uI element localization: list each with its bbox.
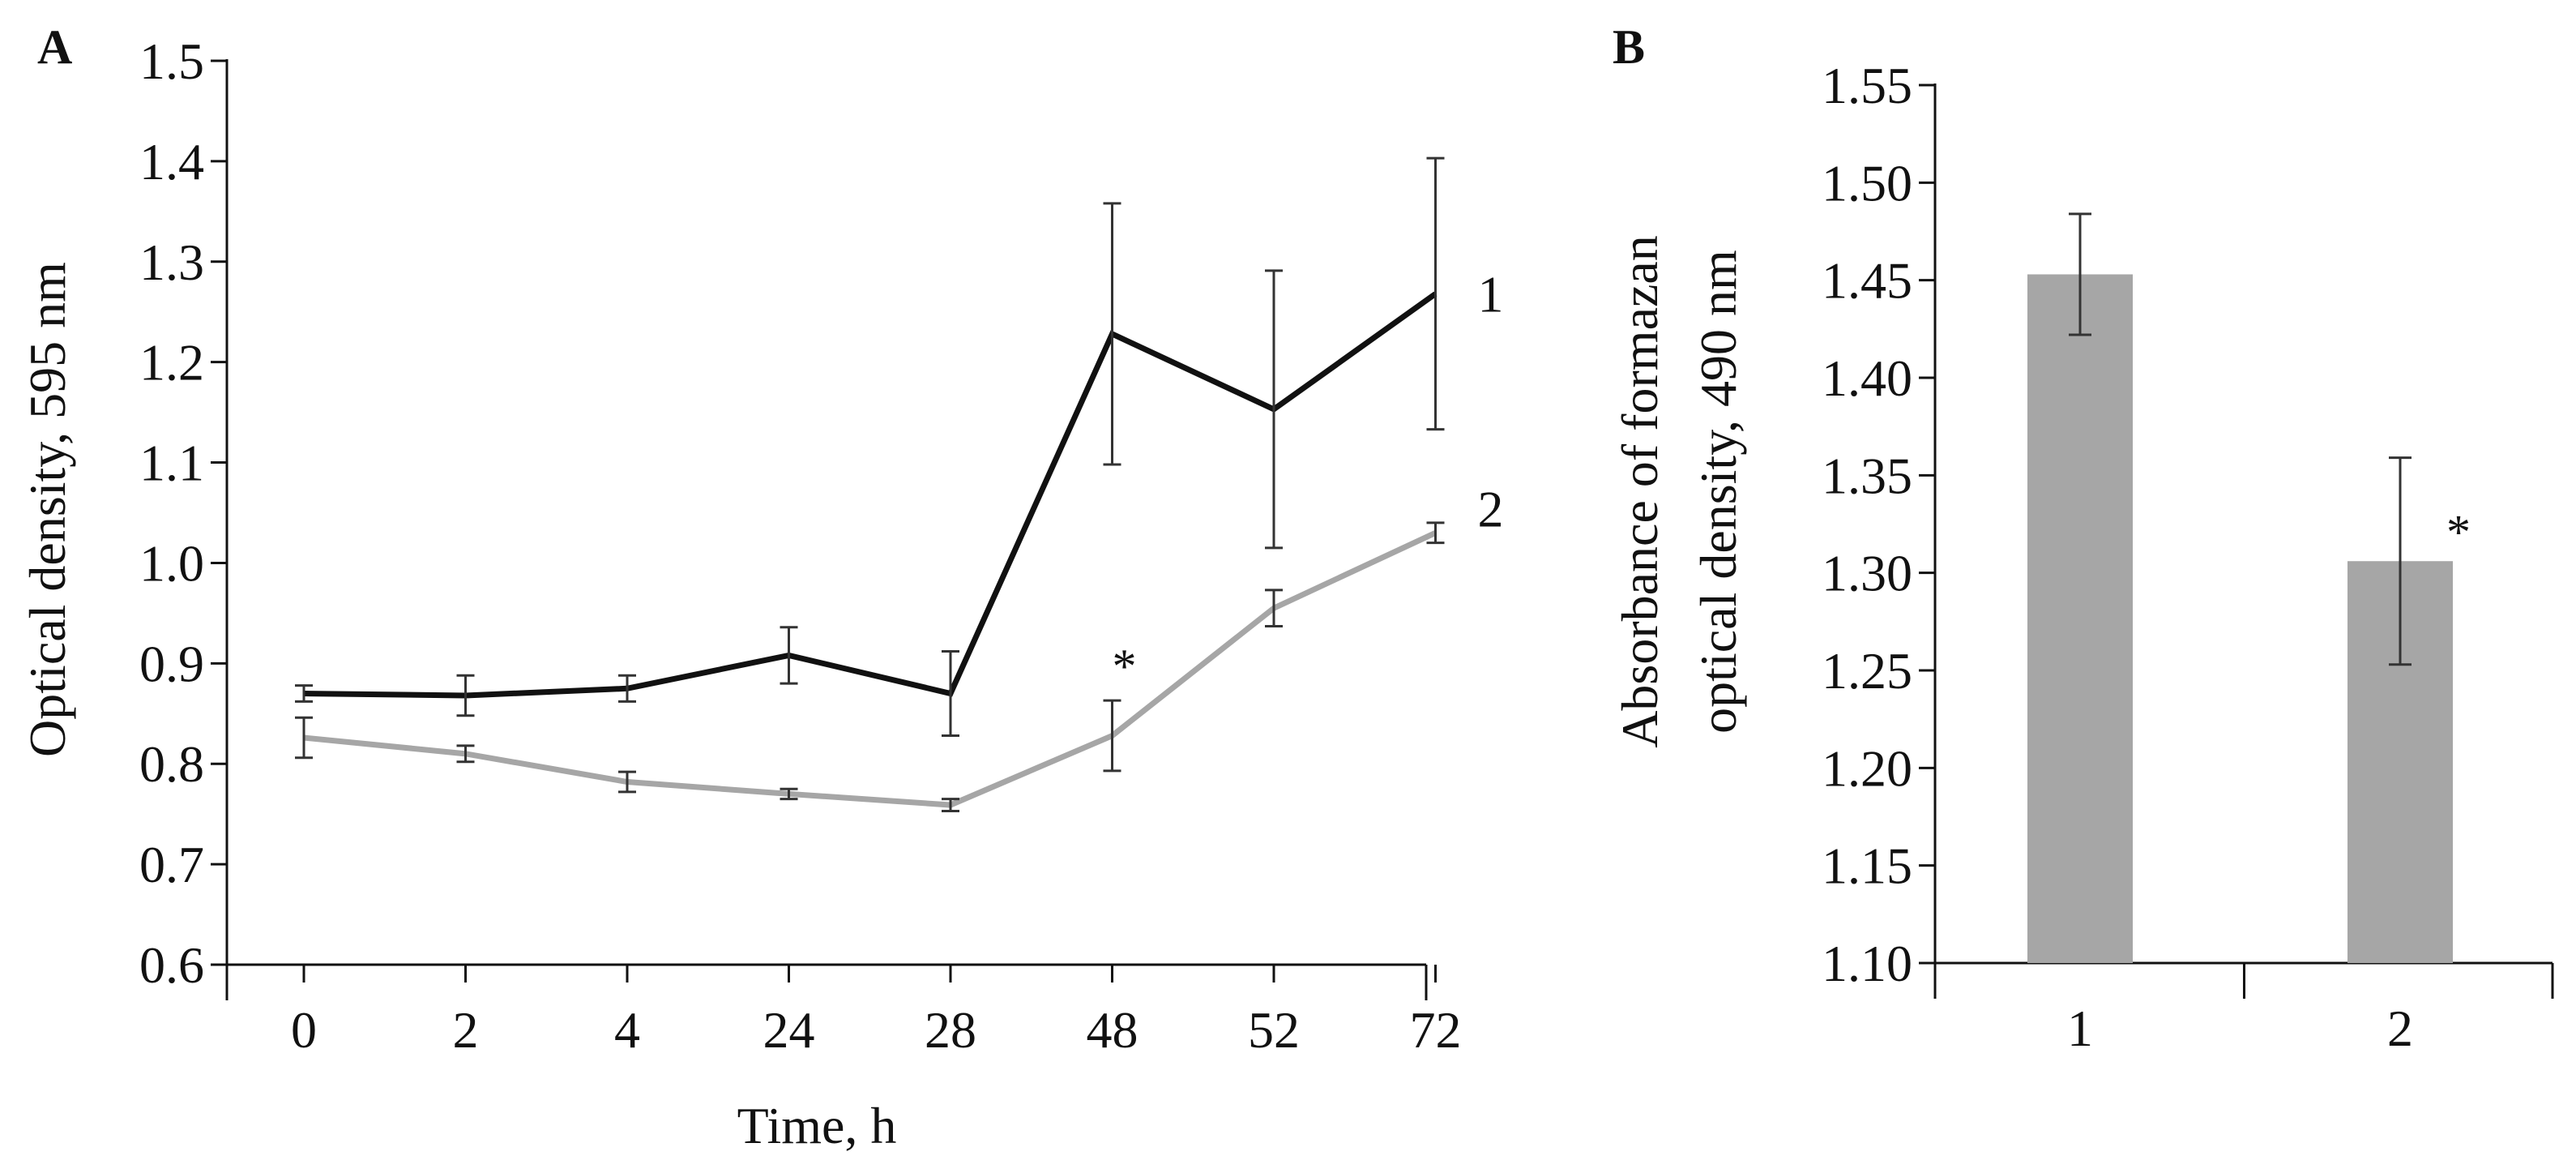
panel-b-bars (2027, 214, 2453, 963)
x-tick-label: 28 (925, 1001, 976, 1059)
y-tick-label: 1.55 (1822, 57, 1912, 114)
y-tick-label: 1.35 (1822, 447, 1912, 504)
panel-a-x-axis-title: Time, h (737, 1097, 897, 1154)
y-tick-label: 1.20 (1822, 739, 1912, 797)
bar-1 (2027, 274, 2133, 963)
y-tick-label: 1.15 (1822, 837, 1912, 895)
y-tick-label: 1.2 (139, 334, 204, 392)
y-tick-label: 1.0 (139, 534, 204, 592)
x-tick-label: 2 (453, 1001, 479, 1059)
panel-a-y-ticks: 0.6 0.7 0.8 0.9 1.0 1.1 1.2 1.3 1.4 1.5 (139, 32, 227, 994)
panel-b-chart: B 1.101.151.201.251.301.351.401.451.501.… (1611, 20, 2553, 1057)
significance-marker-a: * (1113, 640, 1137, 693)
y-tick-label: 1.30 (1822, 545, 1912, 602)
y-tick-label: 1.25 (1822, 642, 1912, 700)
panel-b-y-ticks: 1.10 1.15 1.20 1.25 1.30 1.35 1.40 1.45 1.50 1.55 (1822, 57, 1935, 992)
x-tick-label: 4 (614, 1001, 640, 1059)
y-tick-label: 1.10 (1822, 935, 1912, 992)
x-tick-label: 48 (1087, 1001, 1138, 1059)
y-tick-label: 1.1 (139, 435, 204, 492)
panel-a-series (295, 158, 1445, 811)
series-1-label: 1 (1478, 265, 1504, 323)
series-1-line (304, 293, 1436, 696)
series-2-line (304, 533, 1436, 805)
y-tick-label: 1.5 (139, 32, 204, 90)
panel-a-y-axis-title: Optical density, 595 nm (19, 262, 76, 757)
y-tick-label: 0.8 (139, 735, 204, 793)
y-tick-label: 0.7 (139, 836, 204, 893)
y-tick-label: 1.50 (1822, 154, 1912, 212)
y-tick-label: 0.9 (139, 635, 204, 692)
panel-b-label: B (1613, 20, 1645, 74)
x-tick-label: 2 (2387, 1000, 2413, 1057)
y-tick-label: 1.45 (1822, 252, 1912, 310)
x-tick-label: 24 (763, 1001, 815, 1059)
x-tick-label: 72 (1410, 1001, 1462, 1059)
y-tick-label: 0.6 (139, 936, 204, 994)
series-2-label: 2 (1478, 480, 1504, 537)
x-tick-label: 1 (2067, 1000, 2093, 1057)
y-tick-label: 1.4 (139, 133, 204, 191)
y-tick-label: 1.3 (139, 233, 204, 291)
panel-b-y-axis-title-line-2: optical density, 490 nm (1690, 250, 1747, 734)
panel-a-label: A (37, 20, 72, 74)
y-tick-label: 1.40 (1822, 349, 1912, 407)
panel-b-y-axis-title-line-1: Absorbance of formazan (1611, 235, 1668, 748)
x-tick-label: 52 (1248, 1001, 1300, 1059)
x-tick-label: 0 (291, 1001, 317, 1059)
significance-marker-b: * (2446, 506, 2471, 559)
